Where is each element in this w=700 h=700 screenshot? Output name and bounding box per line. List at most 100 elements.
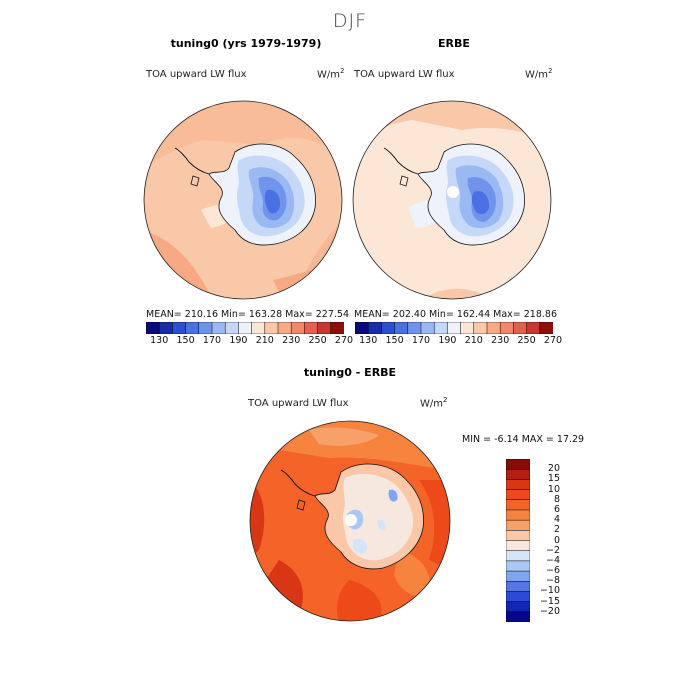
panel3-neg-ne xyxy=(388,489,398,502)
panel2-map xyxy=(352,100,552,300)
panel3-colorbar-tick-label: 2 xyxy=(553,524,560,536)
panel2-colorbar-tick-label: 250 xyxy=(517,335,536,346)
panel3-colorbar-bin xyxy=(506,459,530,470)
panel3-stats: MIN = -6.14 MAX = 17.29 xyxy=(462,434,585,445)
panel1-map-border xyxy=(143,100,343,300)
panel1-colorbar-bin xyxy=(211,322,226,334)
panel2-colorbar-bin xyxy=(499,322,514,334)
panel1-contour-160 xyxy=(264,189,281,214)
panel2-contour-160 xyxy=(471,190,490,215)
panel2-colorbar-tick-label: 130 xyxy=(359,335,378,346)
panel1-colorbar-bin xyxy=(198,322,213,334)
panel3-colorbar-tick-label: −2 xyxy=(545,544,560,556)
panel3-colorbar-bin xyxy=(506,499,530,511)
panel2-colorbar-tick-label: 270 xyxy=(543,335,563,346)
panel1-colorbar-tick-label: 210 xyxy=(255,335,274,346)
panel3-colorbar-bin xyxy=(506,591,530,603)
panel2-colorbar-tick-label: 150 xyxy=(385,335,404,346)
panel2-colorbar xyxy=(355,322,553,334)
panel1-colorbar-bin xyxy=(158,322,173,334)
panel1-colorbar-bin xyxy=(251,322,266,334)
panel1-colorbar-bin xyxy=(185,322,200,334)
panel3-colorbar-bin xyxy=(506,560,530,572)
panel1-colorbar-tick-label: 250 xyxy=(308,335,327,346)
panel3-colorbar-tick-label: 8 xyxy=(553,493,560,505)
panel3-north-patch xyxy=(309,427,379,446)
panel3-colorbar-tick-label: 20 xyxy=(547,463,560,475)
panel3-colorbar-tick-label: −15 xyxy=(539,595,560,607)
panel2-colorbar-bin xyxy=(394,322,409,334)
panel2-colorbar-bin xyxy=(526,322,541,334)
panel2-colorbar-bin xyxy=(539,322,553,334)
panel3-east-band xyxy=(419,480,450,570)
panel3-colorbar-tick-label: −6 xyxy=(545,565,560,577)
panel1-colorbar-bin xyxy=(304,322,319,334)
panel2-colorbar-bin xyxy=(381,322,396,334)
panel3-colorbar-bin xyxy=(506,509,530,521)
figure-title: DJF xyxy=(332,10,368,32)
panel3-colorbar-bin xyxy=(506,570,530,582)
panel1-colorbar-bin xyxy=(277,322,292,334)
panel2-colorbar-bin xyxy=(433,322,448,334)
panel1-colorbar-bin xyxy=(224,322,239,334)
panel2-stats: MEAN= 202.40 Min= 162.44 Max= 218.86 xyxy=(354,309,558,320)
panel1-colorbar-bin xyxy=(330,322,344,334)
panel3-colorbar-tick-label: 15 xyxy=(547,473,560,485)
panel2-colorbar-bin xyxy=(486,322,501,334)
panel2-pole-hole xyxy=(447,186,459,198)
panel3-colorbar-tick-label: 0 xyxy=(553,534,560,546)
panel3-colorbar-bin xyxy=(506,468,530,480)
panel1-colorbar-bin xyxy=(146,322,160,334)
panel3-peninsula xyxy=(280,469,316,497)
panel1-colorbar-bin xyxy=(264,322,279,334)
panel3-colorbar-bin xyxy=(506,519,530,531)
panel2-colorbar-tick-label: 230 xyxy=(491,335,510,346)
panel3-map xyxy=(249,420,451,622)
panel3-title: tuning0 - ERBE xyxy=(303,366,397,379)
panel2-peninsula xyxy=(383,147,419,175)
panel1-units: W/m2 xyxy=(317,67,345,81)
panel3-neg-south xyxy=(353,538,368,554)
panel3-colorbar-tick-label: 10 xyxy=(547,483,560,495)
panel2-colorbar-tick-label: 170 xyxy=(411,335,431,346)
panel1-title: tuning0 (yrs 1979-1979) xyxy=(170,37,322,50)
panel2-colorbar-bin xyxy=(407,322,422,334)
panel3-variable: TOA upward LW flux xyxy=(248,398,349,409)
panel3-colorbar-bin xyxy=(506,530,530,542)
panel1-variable: TOA upward LW flux xyxy=(146,69,247,80)
panel2-colorbar-tick-label: 190 xyxy=(438,335,457,346)
panel2-colorbar-bin xyxy=(367,322,382,334)
panel3-colorbar-tick-label: 4 xyxy=(553,514,560,526)
panel3-se-patch xyxy=(394,550,430,597)
panel1-colorbar-tick-label: 130 xyxy=(150,335,169,346)
panel3-colorbar-bin xyxy=(506,489,530,501)
panel3-colorbar-bin xyxy=(506,601,530,613)
panel2-colorbar-ticks: 130 150 170 190 210 230 250 270 xyxy=(355,335,562,349)
panel3-colorbar-tick-label: −8 xyxy=(545,575,560,587)
panel3-colorbar-bin xyxy=(506,479,530,491)
panel3-colorbar xyxy=(506,459,530,622)
panel3-neg-east xyxy=(377,519,386,531)
panel2-title: ERBE xyxy=(438,37,470,50)
panel1-island xyxy=(190,175,200,187)
panel3-colorbar-bin xyxy=(506,581,530,592)
panel1-colorbar-tick-label: 150 xyxy=(176,335,195,346)
panel3-colorbar-bin xyxy=(506,550,530,562)
panel2-colorbar-bin xyxy=(420,322,435,334)
panel3-colorbar-tick-label: −10 xyxy=(539,585,560,597)
panel1-colorbar-tick-label: 270 xyxy=(334,335,354,346)
panel3-south-band xyxy=(337,580,382,621)
panel3-pole-hole xyxy=(345,514,357,526)
panel2-units: W/m2 xyxy=(525,67,553,81)
panel2-variable: TOA upward LW flux xyxy=(354,69,455,80)
panel1-colorbar-tick-label: 230 xyxy=(282,335,301,346)
panel3-island xyxy=(296,499,306,511)
panel2-island xyxy=(399,175,409,187)
panel1-colorbar xyxy=(146,322,344,334)
panel2-colorbar-tick-label: 210 xyxy=(464,335,483,346)
panel3-colorbar-tick-label: 6 xyxy=(553,503,560,515)
panel1-stats: MEAN= 210.16 Min= 163.28 Max= 227.54 xyxy=(146,309,350,320)
panel3-colorbar-tick-label: −20 xyxy=(539,605,560,617)
panel3-units: W/m2 xyxy=(420,396,448,410)
panel1-north-band xyxy=(144,101,342,170)
